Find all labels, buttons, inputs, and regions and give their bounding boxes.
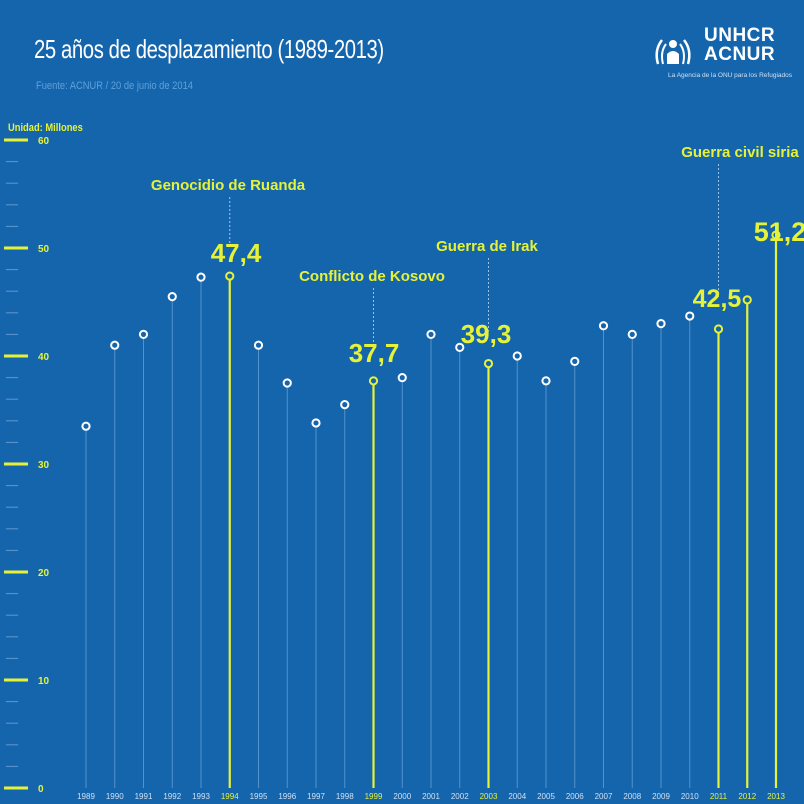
y-tick-label: 20 [38, 568, 50, 579]
x-tick-label: 1991 [135, 792, 153, 801]
point-2006 [570, 356, 580, 366]
x-tick-label: 2007 [595, 792, 613, 801]
chart-source: Fuente: ACNUR / 20 de junio de 2014 [36, 80, 193, 92]
x-tick-label: 1999 [365, 792, 383, 801]
point-1994 [225, 271, 235, 281]
data-label: 37,7 [349, 338, 400, 368]
x-tick-label: 2009 [652, 792, 670, 801]
x-tick-label: 2011 [710, 792, 728, 801]
point-2012 [742, 295, 752, 305]
data-label: 47,4 [211, 238, 262, 268]
logo-tagline: La Agencia de la ONU para los Refugiados [668, 72, 792, 79]
x-tick-label: 2008 [623, 792, 641, 801]
logo-unhcr-text: UNHCR [704, 25, 776, 46]
x-tick-label: 1992 [163, 792, 181, 801]
x-tick-label: 1998 [336, 792, 354, 801]
event-annotation: Guerra de Irak [436, 238, 538, 255]
x-tick-label: 2002 [451, 792, 469, 801]
point-1991 [138, 329, 149, 339]
x-tick-label: 2001 [422, 792, 440, 801]
point-1998 [340, 400, 350, 410]
data-label: 42,5 [693, 285, 742, 313]
x-tick-label: 2006 [566, 792, 584, 801]
event-annotation: Genocidio de Ruanda [151, 177, 306, 194]
y-tick-label: 0 [38, 784, 44, 795]
unhcr-emblem-icon [655, 39, 691, 65]
x-tick-label: 1997 [307, 792, 325, 801]
x-tick-label: 1990 [106, 792, 124, 801]
point-1995 [253, 340, 264, 350]
data-label: 51,2 [754, 217, 804, 247]
y-tick-label: 60 [38, 136, 50, 147]
unit-label: Unidad: Millones [8, 122, 83, 134]
y-tick-label: 30 [38, 460, 50, 471]
x-tick-label: 2012 [738, 792, 756, 801]
point-1999 [368, 376, 379, 386]
point-1990 [110, 340, 120, 350]
point-2004 [512, 351, 522, 361]
x-tick-label: 1989 [77, 792, 95, 801]
logo-acnur-text: ACNUR [704, 44, 776, 65]
point-2002 [455, 342, 465, 352]
point-2001 [426, 329, 436, 339]
point-1992 [167, 292, 177, 302]
x-tick-label: 2003 [480, 792, 498, 801]
x-tick-label: 2000 [393, 792, 411, 801]
point-1993 [196, 272, 206, 282]
point-2008 [627, 329, 637, 339]
event-annotation: Conflicto de Kosovo [299, 268, 445, 285]
y-tick-label: 10 [38, 676, 50, 687]
x-tick-label: 1994 [221, 792, 239, 801]
y-tick-label: 40 [38, 352, 50, 363]
point-1996 [282, 378, 292, 388]
point-1997 [311, 418, 321, 428]
x-tick-label: 2010 [681, 792, 699, 801]
chart-title: 25 años de desplazamiento (1989-2013) [34, 34, 384, 64]
x-tick-label: 1993 [192, 792, 210, 801]
unhcr-logo: UNHCR ACNUR La Agencia de la ONU para lo… [646, 24, 792, 94]
x-tick-label: 2004 [508, 792, 526, 801]
point-2009 [656, 319, 666, 329]
event-annotation: Guerra civil siria [681, 144, 799, 161]
point-2005 [541, 376, 551, 386]
x-tick-label: 2013 [767, 792, 785, 801]
y-tick-label: 50 [38, 244, 50, 255]
x-tick-label: 2005 [537, 792, 555, 801]
x-tick-label: 1996 [278, 792, 296, 801]
x-tick-label: 1995 [250, 792, 268, 801]
data-label: 39,3 [461, 319, 512, 349]
point-1989 [81, 421, 91, 431]
point-2010 [685, 311, 695, 321]
point-2013 [771, 230, 781, 240]
point-2003 [483, 358, 494, 369]
point-2011 [713, 324, 724, 334]
point-2000 [397, 373, 407, 383]
point-2007 [598, 321, 609, 331]
